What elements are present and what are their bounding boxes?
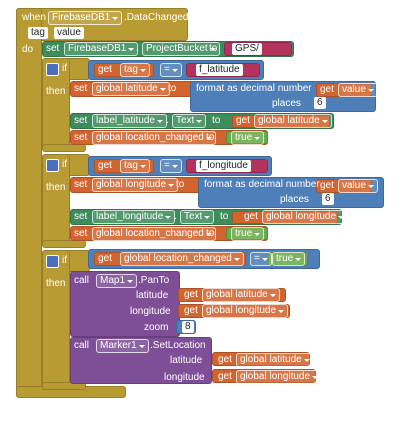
field: f_longitude xyxy=(196,160,251,172)
label: . xyxy=(174,211,177,222)
label: get xyxy=(218,371,232,382)
dropdown[interactable]: FirebaseDB1 xyxy=(48,11,123,25)
label: latitude xyxy=(170,355,203,366)
dropdown[interactable]: = xyxy=(160,159,182,173)
label: if xyxy=(62,63,67,74)
mutator-icon[interactable] xyxy=(46,63,59,76)
label: get xyxy=(218,354,232,365)
dropdown[interactable]: = xyxy=(250,252,272,266)
label: . xyxy=(136,43,139,54)
label: format as decimal number xyxy=(204,179,320,190)
dropdown[interactable]: tag xyxy=(120,159,150,173)
label: to xyxy=(212,115,221,126)
dropdown[interactable]: global location_changed xyxy=(92,227,216,241)
call-setlocation xyxy=(70,337,212,384)
label: to xyxy=(220,211,229,222)
mutator-icon[interactable] xyxy=(46,255,59,268)
label: set xyxy=(46,43,60,54)
dropdown[interactable]: true xyxy=(272,252,306,266)
label: get xyxy=(320,84,334,95)
label: format as decimal number xyxy=(196,83,312,94)
dropdown[interactable]: = xyxy=(160,63,182,77)
dropdown[interactable]: value xyxy=(338,83,378,97)
label: set xyxy=(74,115,88,126)
field: tag xyxy=(28,27,48,39)
dropdown[interactable]: global location_changed xyxy=(120,252,244,266)
label: then xyxy=(46,86,66,97)
event-body xyxy=(16,8,42,398)
dropdown[interactable]: global longitude xyxy=(262,210,349,224)
label: get xyxy=(236,115,250,126)
label: if xyxy=(62,159,67,170)
if-bottom xyxy=(42,240,86,248)
label: latitude xyxy=(136,290,169,301)
dropdown[interactable]: global longitude xyxy=(236,370,323,384)
mutator-icon[interactable] xyxy=(46,159,59,172)
dropdown[interactable]: true xyxy=(231,227,265,241)
label: . xyxy=(166,115,169,126)
label: places xyxy=(280,194,309,205)
label: get xyxy=(244,211,258,222)
label: zoom xyxy=(144,322,169,333)
dropdown[interactable]: global longitude xyxy=(92,178,179,192)
label: .DataChanged xyxy=(124,12,189,23)
dropdown[interactable]: global latitude xyxy=(254,114,332,128)
if-bottom xyxy=(42,382,86,390)
label: places xyxy=(272,98,301,109)
label: .SetLocation xyxy=(150,340,206,351)
if-bottom xyxy=(42,144,86,152)
label: then xyxy=(46,182,66,193)
field: 6 xyxy=(314,97,326,109)
label: do xyxy=(22,44,34,55)
dropdown[interactable]: label_longitude xyxy=(92,210,176,224)
label: get xyxy=(320,180,334,191)
label: get xyxy=(98,64,112,75)
label: call xyxy=(74,340,90,351)
dropdown[interactable]: true xyxy=(231,131,265,145)
dropdown[interactable]: Text xyxy=(172,114,207,128)
label: to xyxy=(209,43,218,54)
label: set xyxy=(74,132,88,143)
label: call xyxy=(74,275,90,286)
label: set xyxy=(74,179,88,190)
label: set xyxy=(74,211,88,222)
dropdown[interactable]: global latitude xyxy=(202,288,280,302)
field: value xyxy=(54,27,84,39)
dropdown[interactable]: global longitude xyxy=(202,304,289,318)
label: get xyxy=(98,253,112,264)
label: to xyxy=(168,83,177,94)
dropdown[interactable]: ProjectBucket xyxy=(142,42,220,56)
dropdown[interactable]: value xyxy=(338,179,378,193)
field: 8 xyxy=(182,321,194,333)
label: to xyxy=(176,179,185,190)
label: to xyxy=(206,132,215,143)
label: .PanTo xyxy=(138,275,170,286)
if-body xyxy=(42,250,70,390)
label: if xyxy=(62,255,67,266)
call-panto xyxy=(70,271,180,337)
label: longitude xyxy=(164,372,205,383)
dropdown[interactable]: label_latitude xyxy=(92,114,167,128)
label: get xyxy=(98,160,112,171)
field: GPS/ xyxy=(232,43,262,55)
label: set xyxy=(74,228,88,239)
field: f_latitude xyxy=(196,64,243,76)
dropdown[interactable]: FirebaseDB1 xyxy=(64,42,139,56)
dropdown[interactable]: global latitude xyxy=(236,353,314,367)
label: when xyxy=(22,12,46,23)
label: get xyxy=(184,305,198,316)
dropdown[interactable]: Marker1 xyxy=(96,339,149,353)
dropdown[interactable]: global location_changed xyxy=(92,131,216,145)
dropdown[interactable]: global latitude xyxy=(92,82,170,96)
label: to xyxy=(206,228,215,239)
label: set xyxy=(74,83,88,94)
label: get xyxy=(184,289,198,300)
dropdown[interactable]: tag xyxy=(120,63,150,77)
field: 6 xyxy=(322,193,334,205)
label: then xyxy=(46,278,66,289)
dropdown[interactable]: Map1 xyxy=(96,274,138,288)
dropdown[interactable]: Text xyxy=(180,210,215,224)
label: longitude xyxy=(130,306,171,317)
